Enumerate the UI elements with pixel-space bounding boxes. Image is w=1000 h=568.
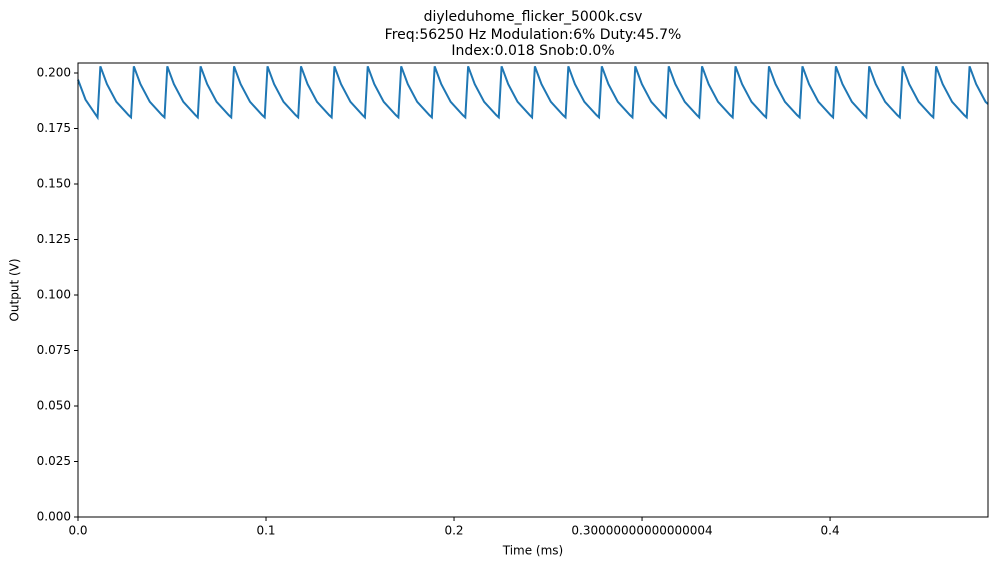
y-tick-label: 0.175 xyxy=(37,121,71,135)
y-axis-label: Output (V) xyxy=(8,258,22,321)
y-tick-label: 0.025 xyxy=(37,454,71,468)
plot-frame xyxy=(77,62,989,518)
y-tick-label: 0.125 xyxy=(37,232,71,246)
x-tick-label: 0.1 xyxy=(256,524,275,538)
x-tick-label: 0.4 xyxy=(821,524,840,538)
data-line xyxy=(77,65,989,121)
x-tick-label: 0.0 xyxy=(68,524,87,538)
x-tick-label: 0.30000000000000004 xyxy=(571,524,712,538)
x-tick-label: 0.2 xyxy=(444,524,463,538)
y-tick-label: 0.050 xyxy=(37,398,71,412)
y-tick-label: 0.075 xyxy=(37,343,71,357)
chart-title: diyleduhome_flicker_5000k.csv xyxy=(424,9,643,25)
y-tick-label: 0.150 xyxy=(37,176,71,190)
y-tick-label: 0.100 xyxy=(37,287,71,301)
y-tick-label: 0.000 xyxy=(37,510,71,524)
chart-subtitle: Freq:56250 Hz Modulation:6% Duty:45.7% xyxy=(385,27,682,43)
y-tick-label: 0.200 xyxy=(37,65,71,79)
x-axis-label: Time (ms) xyxy=(502,544,564,558)
chart-subtitle: Index:0.018 Snob:0.0% xyxy=(451,43,614,59)
